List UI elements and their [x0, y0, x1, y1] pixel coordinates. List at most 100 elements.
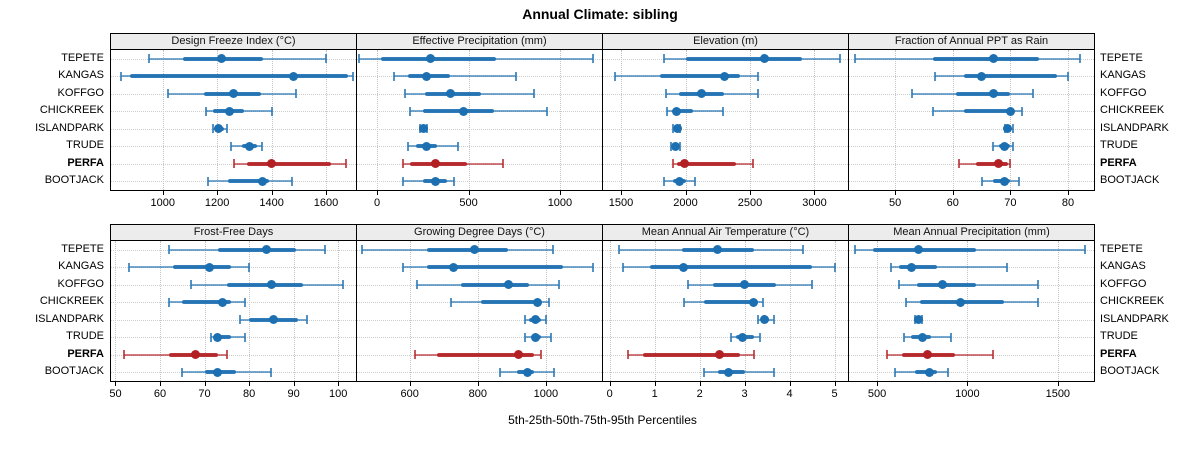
axis-tick	[217, 191, 219, 195]
grid-line-horizontal	[849, 372, 1094, 374]
whisker-cap	[854, 245, 857, 255]
station-label-left-perfa: PERFA	[67, 347, 104, 360]
whisker-cap	[957, 159, 960, 169]
axis-tick-label: 4	[786, 388, 793, 400]
median-dot	[419, 124, 429, 134]
axis-tick	[249, 382, 251, 386]
whisker-cap	[833, 262, 836, 272]
whisker-cap	[671, 159, 674, 169]
median-dot	[696, 89, 706, 99]
station-label-left-perfa: PERFA	[67, 156, 104, 169]
axis-tick	[115, 382, 117, 386]
whisker-cap	[533, 89, 536, 99]
median-dot	[679, 262, 689, 272]
whisker-cap	[592, 262, 595, 272]
axis-tick-label: 90	[287, 388, 300, 400]
median-dot	[955, 297, 965, 307]
station-label-right-bootjack: BOOTJACK	[1100, 365, 1160, 378]
whisker-cap	[401, 159, 404, 169]
whisker-cap	[306, 315, 308, 325]
whisker-cap	[759, 332, 762, 342]
axis-tick	[477, 382, 479, 386]
grid-line-vertical	[326, 50, 328, 190]
grid-line-horizontal	[357, 337, 602, 339]
axis-tick-label: 3000	[802, 197, 827, 209]
grid-line-vertical	[1010, 50, 1012, 190]
whisker-cap	[1036, 280, 1039, 290]
median-dot	[1003, 124, 1013, 134]
median-dot	[760, 315, 770, 325]
station-label-right-tepete: TEPETE	[1100, 242, 1143, 255]
axis-tick-label: 70	[1004, 197, 1017, 209]
whisker-cap	[127, 262, 130, 272]
grid-line-horizontal	[111, 128, 356, 130]
axis-tick	[1068, 191, 1070, 195]
median-dot	[262, 245, 272, 255]
station-label-left-bootjack: BOOTJACK	[44, 174, 104, 187]
station-label-right-chickreek: CHICKREEK	[1100, 295, 1165, 308]
median-dot	[266, 280, 276, 290]
axis-tick-label: 1000	[150, 197, 175, 209]
grid-line-horizontal	[111, 319, 356, 321]
whisker-cap	[662, 54, 665, 64]
median-dot	[216, 54, 226, 64]
median-dot	[713, 245, 723, 255]
axis-tick	[685, 191, 687, 195]
station-label-left-bootjack: BOOTJACK	[44, 365, 104, 378]
whisker-cap	[413, 350, 416, 360]
grid-line-vertical	[685, 50, 687, 190]
whisker-cap	[980, 176, 983, 186]
whisker-cap	[341, 280, 344, 290]
panel-strip-growing-degree-days-c: Growing Degree Days (°C)	[356, 224, 603, 241]
panel-plot-mean-annual-precipitation-mm	[848, 240, 1095, 382]
range-25th-75th	[955, 91, 1011, 96]
median-dot	[245, 141, 255, 151]
median-dot	[994, 159, 1004, 169]
grid-line-vertical	[162, 50, 164, 190]
range-25th-75th	[932, 56, 1040, 61]
whisker-cap	[361, 245, 364, 255]
grid-line-vertical	[271, 50, 273, 190]
median-dot	[977, 71, 987, 81]
axis-tick-label: 1600	[313, 197, 339, 209]
axis-tick	[609, 382, 611, 386]
whisker-cap	[772, 315, 775, 325]
axis-tick	[952, 191, 954, 195]
range-25th-75th	[650, 265, 813, 270]
whisker-cap	[703, 367, 706, 377]
station-label-right-kangas: KANGAS	[1100, 69, 1146, 82]
grid-line-vertical	[744, 241, 746, 381]
whisker-cap	[539, 350, 542, 360]
station-label-left-islandpark: ISLANDPARK	[35, 121, 104, 134]
axis-tick-label: 50	[888, 197, 902, 209]
median-dot	[923, 350, 933, 360]
axis-tick	[621, 191, 623, 195]
axis-tick	[545, 382, 547, 386]
axis-tick-label: 1500	[608, 197, 634, 209]
axis-tick-label: 800	[468, 388, 487, 400]
panel-plot-mean-annual-air-temperature-c	[602, 240, 849, 382]
median-dot	[531, 332, 541, 342]
whisker-cap	[752, 350, 755, 360]
axis-tick	[468, 191, 470, 195]
median-dot	[214, 124, 224, 134]
station-label-right-bootjack: BOOTJACK	[1100, 174, 1160, 187]
range-25th-75th	[247, 161, 332, 166]
median-dot	[213, 367, 223, 377]
station-label-right-chickreek: CHICKREEK	[1100, 104, 1165, 117]
x-axis-caption: 5th-25th-50th-75th-95th Percentiles	[508, 413, 697, 427]
axis-tick	[814, 191, 816, 195]
whisker-cap	[622, 262, 625, 272]
range-25th-75th	[672, 109, 694, 114]
station-label-left-chickreek: CHICKREEK	[39, 104, 104, 117]
whisker-cap	[1018, 176, 1021, 186]
whisker-cap	[229, 141, 232, 151]
grid-line-vertical	[477, 241, 479, 381]
grid-line-horizontal	[603, 319, 848, 321]
range-25th-75th	[964, 74, 1057, 79]
whisker-cap	[553, 367, 556, 377]
whisker-cap	[950, 332, 953, 342]
axis-tick	[160, 382, 161, 386]
axis-tick	[326, 191, 328, 195]
range-25th-75th	[964, 109, 1014, 114]
